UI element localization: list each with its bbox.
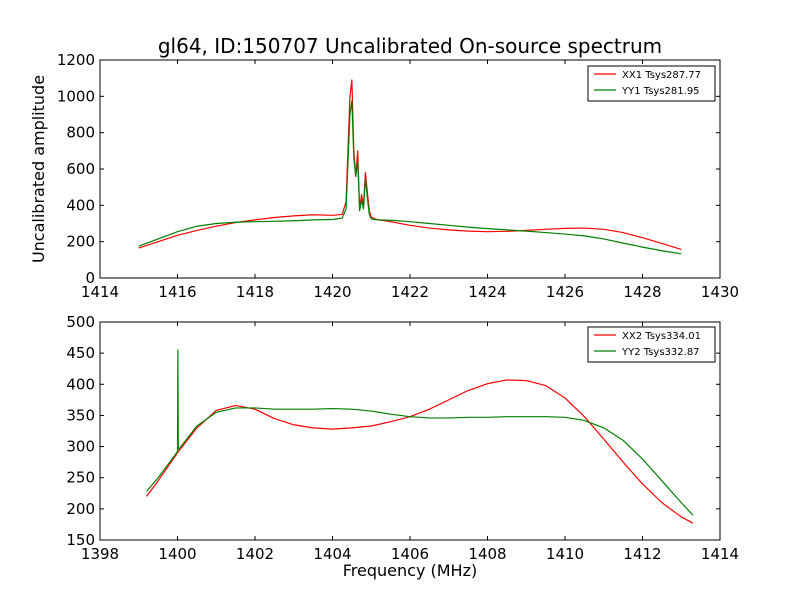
bottom-ytick-label: 250	[66, 469, 95, 487]
bottom-xtick-label: 1402	[236, 545, 274, 563]
top-xtick-label: 1428	[623, 283, 661, 301]
top-ytick-label: 0	[85, 269, 95, 287]
top-series-line-xx1	[138, 79, 682, 251]
bottom-ytick-label: 400	[66, 375, 95, 393]
top-legend-label-xx1: XX1 Tsys287.77	[622, 70, 701, 81]
top-xtick-label: 1420	[313, 283, 351, 301]
bottom-xtick-label: 1412	[623, 545, 661, 563]
bottom-series-group	[146, 349, 694, 524]
bottom-legend: XX2 Tsys334.01 YY2 Tsys332.87	[587, 326, 716, 363]
top-ticks: 1414 1416 1418 1420 1422 1424 1426 1428 1430 0 200…	[57, 51, 739, 301]
top-ytick-label: 200	[66, 233, 95, 251]
figure-title: gl64, ID:150707 Uncalibrated On-source s…	[158, 34, 662, 58]
top-legend-box	[587, 65, 716, 102]
bottom-ytick-label: 350	[66, 406, 95, 424]
top-xtick-label: 1418	[236, 283, 274, 301]
top-xtick-label: 1426	[546, 283, 584, 301]
bottom-series-line-yy2	[146, 349, 694, 516]
top-xtick-label: 1414	[81, 283, 119, 301]
bottom-ytick-label: 150	[66, 531, 95, 549]
bottom-xtick-label: 1400	[158, 545, 196, 563]
top-series-group	[138, 79, 682, 255]
bottom-xlabel: Frequency (MHz)	[343, 561, 477, 580]
bottom-xtick-label: 1408	[468, 545, 506, 563]
top-legend-label-yy1: YY1 Tsys281.95	[621, 86, 700, 97]
top-legend: XX1 Tsys287.77 YY1 Tsys281.95	[587, 65, 716, 102]
top-ylabel: Uncalibrated amplitude	[29, 75, 48, 263]
bottom-panel: 1398 1400 1402 1404 1406 1408 1410 1412 1414 150 2…	[66, 313, 739, 580]
bottom-ticks: 1398 1400 1402 1404 1406 1408 1410 1412 1414 150 2…	[66, 313, 739, 563]
bottom-ytick-label: 500	[66, 313, 95, 331]
bottom-legend-label-xx2: XX2 Tsys334.01	[622, 331, 701, 342]
bottom-ytick-label: 200	[66, 500, 95, 518]
top-series-line-yy1	[138, 100, 682, 255]
bottom-series-line-xx2	[146, 379, 694, 524]
bottom-xtick-label: 1404	[313, 545, 351, 563]
bottom-xtick-label: 1398	[81, 545, 119, 563]
top-ytick-label: 400	[66, 196, 95, 214]
top-xtick-label: 1422	[391, 283, 429, 301]
bottom-xtick-label: 1414	[701, 545, 739, 563]
bottom-legend-label-yy2: YY2 Tsys332.87	[621, 347, 700, 358]
bottom-xtick-label: 1410	[546, 545, 584, 563]
top-ytick-label: 1000	[57, 87, 95, 105]
top-ytick-label: 600	[66, 160, 95, 178]
bottom-xtick-label: 1406	[391, 545, 429, 563]
top-ytick-label: 800	[66, 124, 95, 142]
bottom-ytick-label: 450	[66, 344, 95, 362]
top-xtick-label: 1416	[158, 283, 196, 301]
bottom-legend-box	[587, 326, 716, 363]
top-xtick-label: 1424	[468, 283, 506, 301]
top-panel: 1414 1416 1418 1420 1422 1424 1426 1428 1430 0 200…	[29, 51, 739, 301]
top-xtick-label: 1430	[701, 283, 739, 301]
top-ytick-label: 1200	[57, 51, 95, 69]
bottom-ytick-label: 300	[66, 438, 95, 456]
